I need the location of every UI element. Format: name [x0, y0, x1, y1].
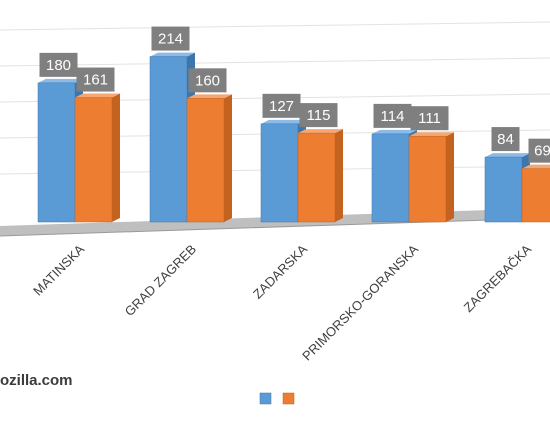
bar-series2-side [224, 94, 232, 222]
data-label: 114 [381, 108, 405, 125]
data-label: 180 [46, 57, 71, 74]
bar-series2-side [446, 132, 454, 222]
bar-series2-side [112, 94, 120, 222]
watermark-text: ozilla.com [0, 372, 73, 389]
gridline [0, 58, 550, 66]
bar-series2 [187, 98, 224, 222]
x-tick-label: GRAD ZAGREB [122, 242, 200, 320]
x-tick-label: ZADARSKA [250, 241, 310, 301]
x-tick-label: PRIMORSKO-GORANSKA [299, 241, 421, 363]
bar-series2 [298, 133, 335, 222]
x-tick-label: MATINSKA [30, 241, 87, 298]
bar-series1 [38, 83, 75, 222]
data-label: 161 [83, 72, 108, 89]
legend-swatch-series2 [283, 393, 294, 404]
data-label: 84 [497, 131, 514, 148]
legend-swatch-series1 [260, 393, 271, 404]
data-label: 115 [307, 107, 331, 124]
bar-series2 [409, 136, 446, 222]
x-tick-label: ZAGREBAČKA [461, 241, 535, 315]
bar-series1 [261, 124, 298, 222]
bar-series1 [372, 134, 409, 222]
data-label: 127 [269, 98, 294, 115]
bar-series1 [485, 157, 522, 222]
bar-series2 [75, 98, 112, 222]
bar-series2-side [335, 129, 343, 222]
data-label: 69 [534, 143, 550, 160]
data-label: 214 [158, 31, 183, 48]
bar-series1 [150, 57, 187, 222]
data-label: 160 [195, 72, 220, 89]
gridline [0, 22, 550, 30]
data-label: 111 [418, 110, 441, 127]
bar-series2 [522, 169, 550, 222]
